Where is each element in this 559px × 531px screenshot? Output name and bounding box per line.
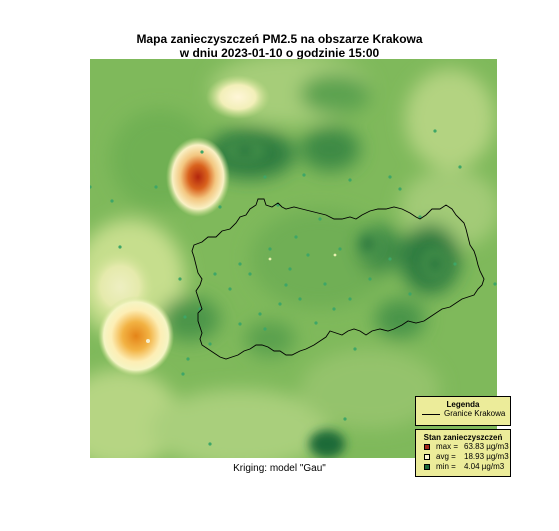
stats-legend-box: Stan zanieczyszczeń max = 63.83 µg/m3 av… [415,429,511,477]
legend-title: Legenda [416,400,510,409]
stats-value: 18.93 µg/m3 [464,452,509,462]
light-zone-north [206,75,270,119]
legend-box: Legenda Granice Krakowa [415,396,511,426]
stats-label: min = [436,462,456,472]
pollution-hotspot-max [166,137,230,217]
boundary-line-symbol [422,414,440,415]
avg-swatch [424,454,430,460]
stats-row-max: max = 63.83 µg/m3 [416,442,510,452]
map-title-line1: Mapa zanieczyszczeń PM2.5 na obszarze Kr… [0,32,559,46]
stats-title: Stan zanieczyszczeń [416,433,510,442]
stats-row-min: min = 4.04 µg/m3 [416,462,510,472]
legend-boundary-label: Granice Krakowa [444,409,505,419]
max-swatch [424,444,430,450]
stats-value: 4.04 µg/m3 [464,462,504,472]
stats-label: avg = [436,452,456,462]
min-swatch [424,464,430,470]
map-title-line2: w dniu 2023-01-10 o godzinie 15:00 [0,46,559,60]
stats-value: 63.83 µg/m3 [464,442,509,452]
stats-row-avg: avg = 18.93 µg/m3 [416,452,510,462]
legend-row-boundary: Granice Krakowa [416,409,510,419]
stats-label: max = [436,442,458,452]
hotspot-station [146,339,150,343]
pollution-hotspot-west [98,296,174,376]
